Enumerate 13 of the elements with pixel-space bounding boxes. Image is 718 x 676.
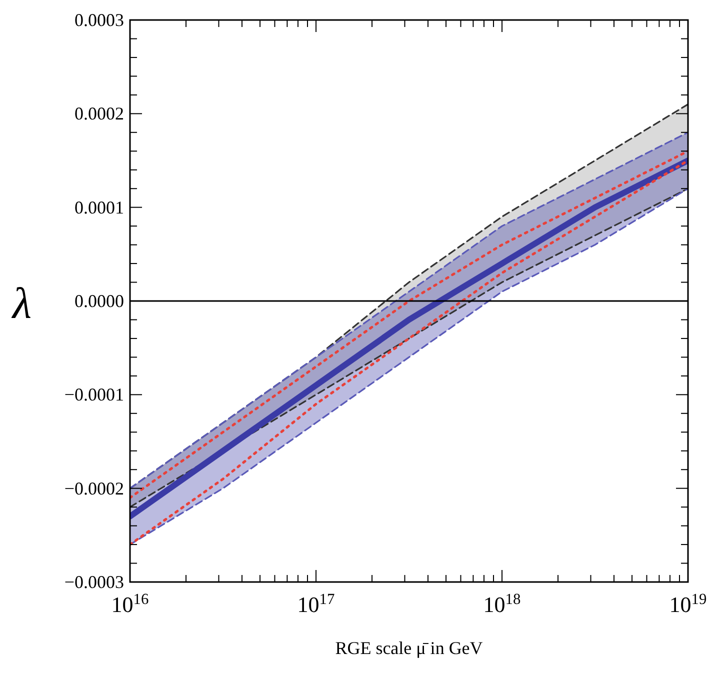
x-tick-label: 10$^{17}$ xyxy=(297,590,335,617)
x-tick-label: 10$^{16}$ xyxy=(111,590,149,617)
y-tick-label: −0.0003 xyxy=(64,572,124,592)
y-tick-label: −0.0001 xyxy=(64,384,124,405)
x-axis-title: RGE scale μ̄ in GeV xyxy=(335,638,483,658)
y-tick-label: 0.0001 xyxy=(74,197,124,218)
y-tick-label: 0.0000 xyxy=(74,291,124,311)
y-tick-label: 0.0003 xyxy=(74,10,124,30)
y-tick-label: 0.0002 xyxy=(74,104,124,124)
y-axis-title: λ xyxy=(10,279,32,328)
y-tick-label: −0.0002 xyxy=(64,478,124,498)
x-tick-label: 10$^{18}$ xyxy=(483,590,521,617)
x-tick-label: 10$^{19}$ xyxy=(669,590,707,617)
